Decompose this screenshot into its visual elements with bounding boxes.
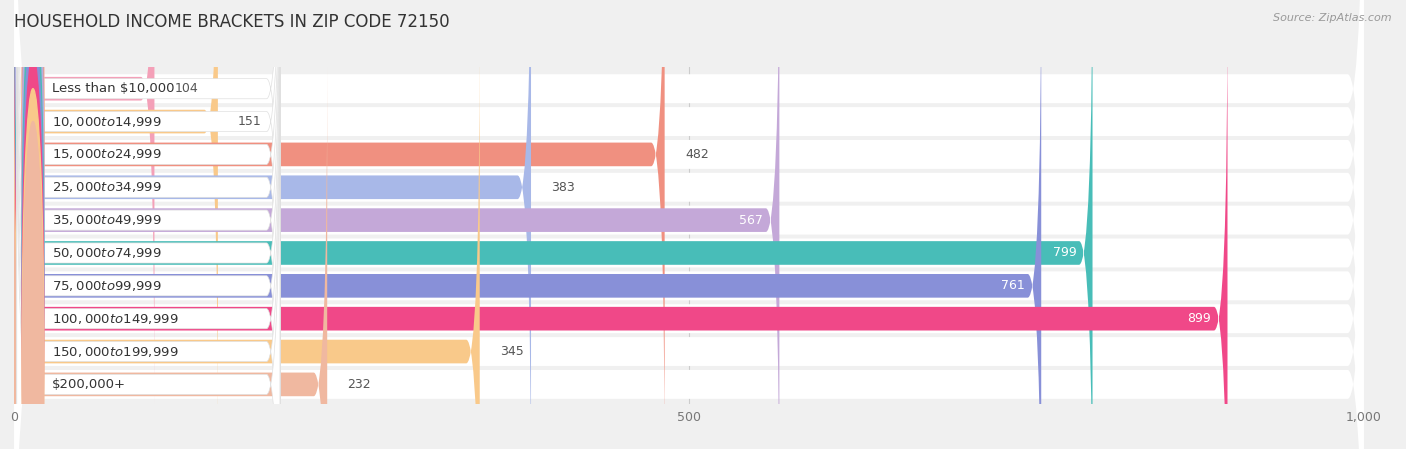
FancyBboxPatch shape <box>17 0 280 449</box>
Text: HOUSEHOLD INCOME BRACKETS IN ZIP CODE 72150: HOUSEHOLD INCOME BRACKETS IN ZIP CODE 72… <box>14 13 450 31</box>
FancyBboxPatch shape <box>14 0 1092 449</box>
Circle shape <box>22 0 44 384</box>
FancyBboxPatch shape <box>17 0 280 449</box>
FancyBboxPatch shape <box>14 0 1364 449</box>
Text: Less than $10,000: Less than $10,000 <box>52 82 174 95</box>
Text: $35,000 to $49,999: $35,000 to $49,999 <box>52 213 162 227</box>
FancyBboxPatch shape <box>17 0 280 440</box>
FancyBboxPatch shape <box>14 0 1042 449</box>
Text: 151: 151 <box>238 115 262 128</box>
Circle shape <box>22 89 44 449</box>
FancyBboxPatch shape <box>14 35 479 449</box>
Circle shape <box>22 0 44 352</box>
FancyBboxPatch shape <box>14 0 665 449</box>
FancyBboxPatch shape <box>14 0 1364 449</box>
Circle shape <box>22 0 44 449</box>
FancyBboxPatch shape <box>17 0 280 449</box>
Text: 799: 799 <box>1053 247 1077 260</box>
FancyBboxPatch shape <box>17 0 280 407</box>
Text: $10,000 to $14,999: $10,000 to $14,999 <box>52 114 162 128</box>
Text: 482: 482 <box>685 148 709 161</box>
Text: $200,000+: $200,000+ <box>52 378 127 391</box>
FancyBboxPatch shape <box>17 0 280 449</box>
Text: 899: 899 <box>1188 312 1212 325</box>
Text: Source: ZipAtlas.com: Source: ZipAtlas.com <box>1274 13 1392 23</box>
Circle shape <box>22 0 44 449</box>
Text: 104: 104 <box>174 82 198 95</box>
Text: 345: 345 <box>501 345 523 358</box>
FancyBboxPatch shape <box>14 0 1364 449</box>
Text: $15,000 to $24,999: $15,000 to $24,999 <box>52 147 162 161</box>
FancyBboxPatch shape <box>14 68 328 449</box>
FancyBboxPatch shape <box>14 0 1364 449</box>
Text: $50,000 to $74,999: $50,000 to $74,999 <box>52 246 162 260</box>
FancyBboxPatch shape <box>17 33 280 449</box>
FancyBboxPatch shape <box>14 0 155 405</box>
FancyBboxPatch shape <box>17 0 280 449</box>
Circle shape <box>22 56 44 449</box>
Text: 232: 232 <box>347 378 371 391</box>
Circle shape <box>22 0 44 417</box>
FancyBboxPatch shape <box>14 0 1364 449</box>
Circle shape <box>22 122 44 449</box>
Text: 761: 761 <box>1001 279 1025 292</box>
FancyBboxPatch shape <box>14 0 531 449</box>
Text: $100,000 to $149,999: $100,000 to $149,999 <box>52 312 179 326</box>
FancyBboxPatch shape <box>14 2 1227 449</box>
Text: $150,000 to $199,999: $150,000 to $199,999 <box>52 344 179 359</box>
FancyBboxPatch shape <box>14 0 218 438</box>
FancyBboxPatch shape <box>14 0 779 449</box>
FancyBboxPatch shape <box>17 0 280 449</box>
Text: 567: 567 <box>740 214 763 227</box>
FancyBboxPatch shape <box>14 4 1364 449</box>
FancyBboxPatch shape <box>14 0 1364 449</box>
Text: $75,000 to $99,999: $75,000 to $99,999 <box>52 279 162 293</box>
FancyBboxPatch shape <box>17 66 280 449</box>
FancyBboxPatch shape <box>14 0 1364 449</box>
FancyBboxPatch shape <box>14 0 1364 449</box>
Circle shape <box>22 0 44 449</box>
Text: $25,000 to $34,999: $25,000 to $34,999 <box>52 180 162 194</box>
Text: 383: 383 <box>551 181 575 194</box>
FancyBboxPatch shape <box>14 0 1364 449</box>
Circle shape <box>22 23 44 449</box>
